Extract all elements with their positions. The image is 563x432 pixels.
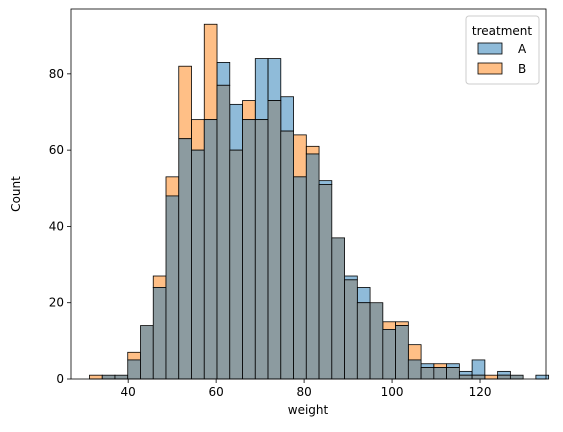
x-axis-ticks: 40 60 80 100 120 (121, 379, 492, 399)
bar-overlap (242, 119, 256, 380)
bar-b (89, 374, 103, 380)
overlap-bars (101, 84, 524, 380)
bar-overlap (165, 195, 180, 380)
bar-b (127, 351, 141, 361)
series-a-bars (216, 58, 550, 380)
bar-a (420, 363, 435, 368)
bar-b (433, 363, 448, 368)
bar-b (242, 100, 256, 121)
bar-a (216, 62, 231, 86)
x-tick-label: 100 (381, 385, 404, 399)
bar-overlap (127, 359, 141, 380)
y-tick-label: 40 (49, 219, 64, 233)
bar-overlap (318, 184, 333, 380)
bar-overlap (433, 367, 448, 380)
bar-overlap (114, 374, 129, 380)
bar-b (395, 321, 409, 326)
y-tick-label: 80 (49, 67, 64, 81)
bar-b (305, 145, 320, 155)
bar-b (484, 374, 499, 380)
bar-b (165, 176, 180, 197)
bar-a (446, 363, 460, 368)
x-tick-label: 80 (296, 385, 311, 399)
bar-overlap (254, 119, 269, 380)
bar-overlap (216, 84, 231, 380)
bar-overlap (305, 153, 320, 380)
series-b-bars (89, 23, 499, 380)
bar-overlap (101, 374, 116, 380)
legend-title: treatment (472, 24, 532, 38)
bar-overlap (356, 302, 371, 380)
x-tick-label: 60 (208, 385, 223, 399)
bar-b (203, 23, 218, 121)
bar-overlap (293, 176, 307, 380)
legend: treatment A B (465, 15, 540, 85)
bar-overlap (331, 237, 345, 380)
legend-label-b: B (518, 62, 526, 76)
bar-overlap (178, 138, 192, 380)
legend-swatch-a (477, 42, 503, 55)
bar-a (535, 374, 550, 380)
bar-overlap (267, 100, 282, 380)
y-axis-ticks: 0 20 40 60 80 (49, 67, 71, 386)
y-axis-label: Count (9, 176, 23, 212)
bar-a (318, 180, 333, 185)
legend-label-a: A (518, 42, 527, 56)
bar-a (471, 359, 486, 376)
bar-b (293, 134, 307, 178)
bar-overlap (407, 359, 422, 380)
bar-b (382, 321, 396, 330)
y-tick-label: 0 (56, 372, 64, 386)
y-tick-label: 20 (49, 296, 64, 310)
bar-overlap (497, 374, 511, 380)
plot-frame (70, 8, 547, 380)
x-axis-label: weight (288, 403, 329, 417)
bar-overlap (420, 367, 435, 380)
x-tick-label: 40 (121, 385, 136, 399)
bar-overlap (140, 325, 154, 380)
bar-overlap (509, 374, 524, 380)
bar-overlap (152, 287, 167, 380)
bar-a (254, 58, 269, 121)
bar-a (356, 287, 371, 304)
bar-a (267, 58, 282, 101)
bar-overlap (344, 279, 358, 380)
bar-a (344, 275, 358, 281)
bar-overlap (395, 325, 409, 380)
bar-overlap (203, 119, 218, 380)
bar-a (280, 96, 294, 132)
bar-b (407, 344, 422, 361)
bar-a (458, 370, 473, 376)
bar-b (191, 119, 205, 151)
y-tick-label: 60 (49, 143, 64, 157)
bar-overlap (191, 149, 205, 380)
bar-a (229, 103, 243, 151)
bar-overlap (369, 302, 384, 380)
bar-b (178, 65, 192, 140)
bar-a (497, 370, 511, 376)
bar-overlap (280, 130, 294, 380)
bar-overlap (471, 374, 486, 380)
bar-overlap (229, 149, 243, 380)
legend-swatch-b (477, 62, 503, 75)
x-tick-label: 120 (469, 385, 492, 399)
bar-b (152, 275, 167, 288)
bar-overlap (458, 374, 473, 380)
bar-overlap (382, 329, 396, 380)
bar-overlap (446, 367, 460, 380)
